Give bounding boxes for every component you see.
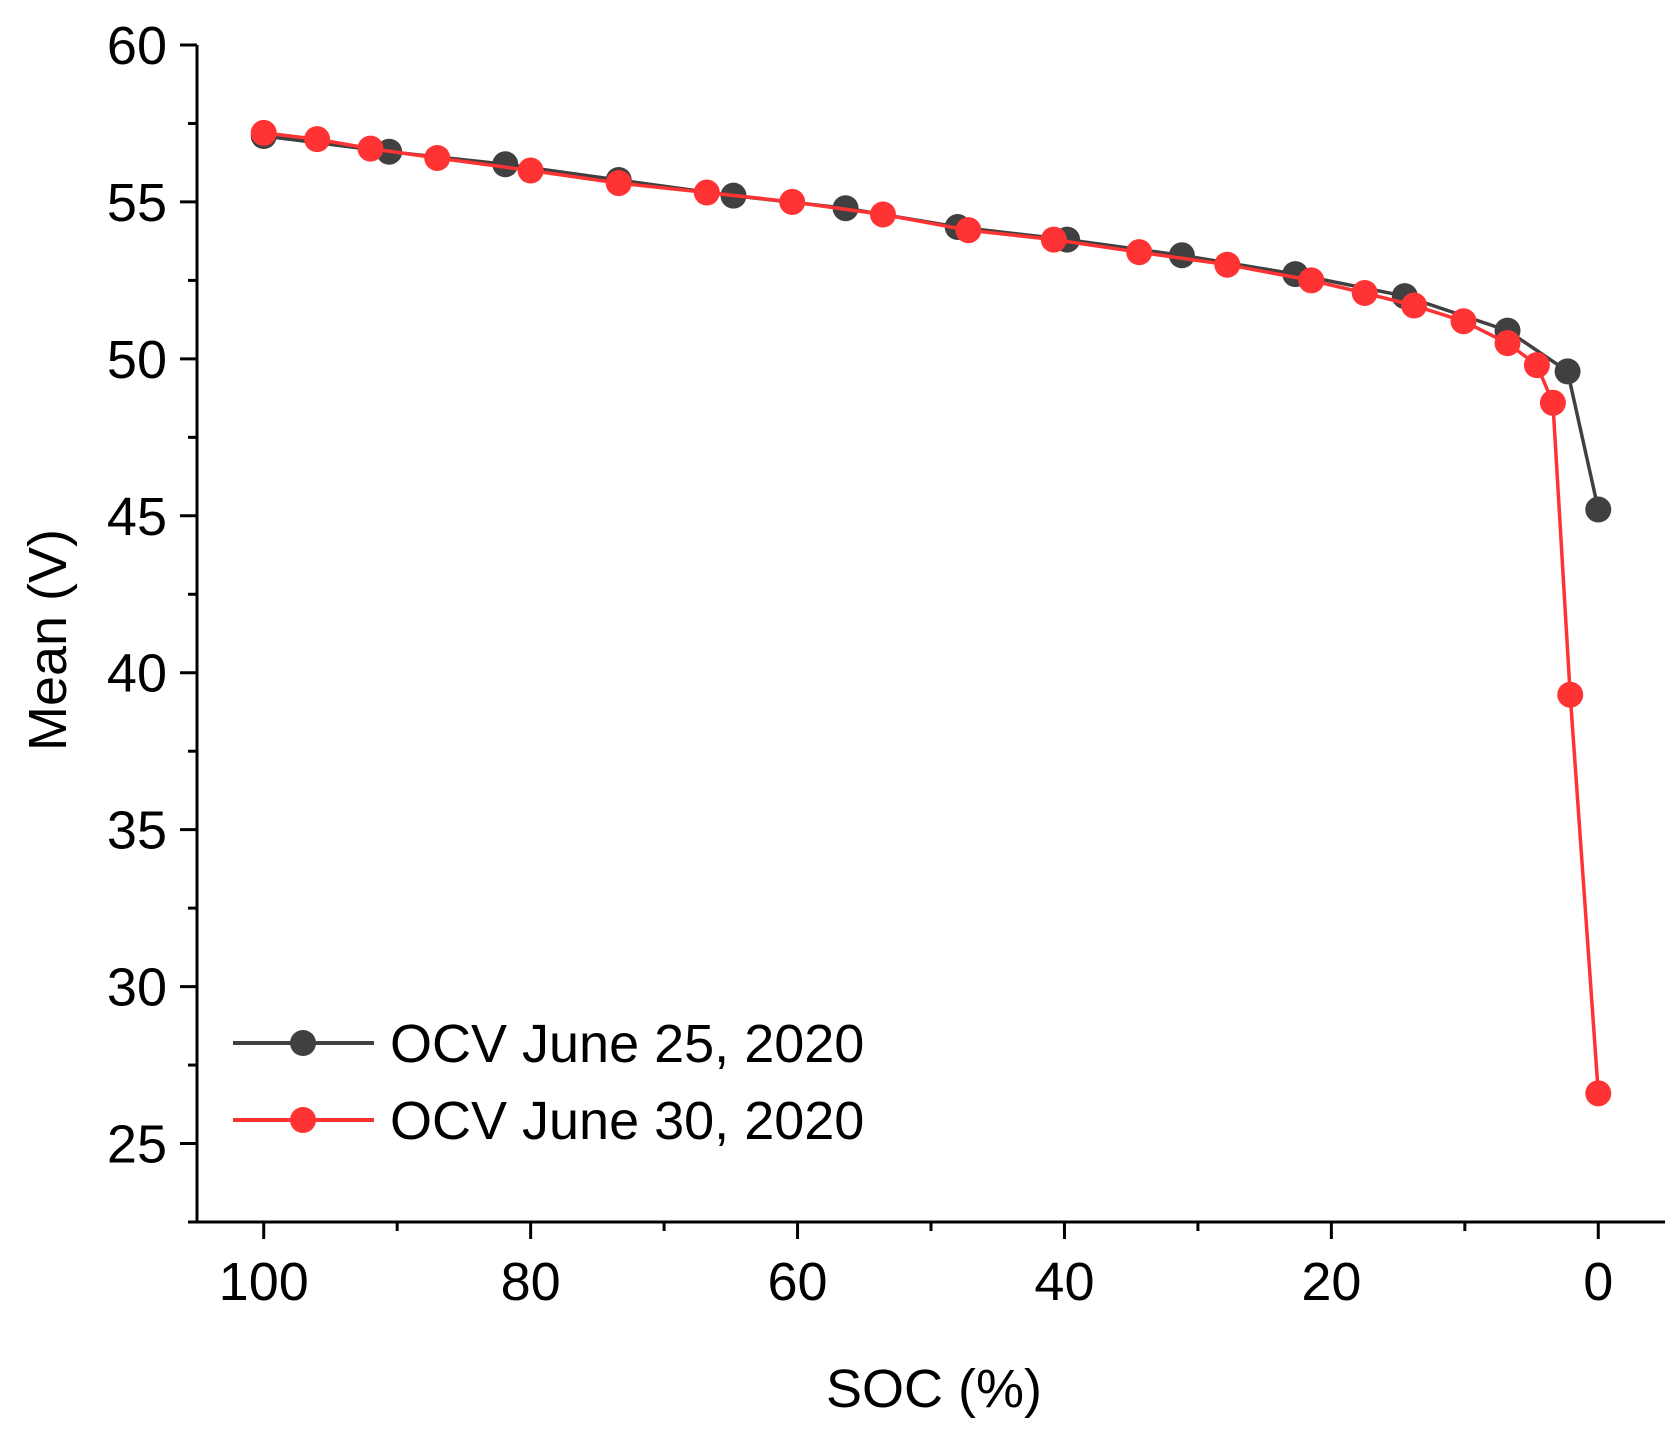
data-point [1585, 1080, 1612, 1107]
data-point [357, 135, 384, 162]
y-tick-label: 45 [107, 487, 167, 547]
legend: OCV June 25, 2020 OCV June 30, 2020 [233, 1014, 864, 1151]
series-layer [250, 119, 1612, 1107]
legend-item-2: OCV June 30, 2020 [233, 1091, 864, 1151]
legend-label: OCV June 30, 2020 [390, 1091, 864, 1151]
y-axis-title: Mean (V) [18, 529, 78, 751]
y-tick-label: 30 [107, 958, 167, 1018]
data-point [1450, 308, 1477, 335]
series-1 [250, 123, 1612, 523]
y-tick-label: 25 [107, 1115, 167, 1175]
data-point [1298, 267, 1325, 294]
data-point [605, 170, 632, 197]
data-point [1585, 496, 1612, 523]
x-tick-label: 20 [1301, 1252, 1361, 1312]
data-point [1539, 389, 1566, 416]
legend-marker [290, 1107, 316, 1133]
data-point [1554, 358, 1581, 385]
legend-label: OCV June 25, 2020 [390, 1014, 864, 1074]
data-point [1494, 330, 1521, 357]
data-point [693, 179, 720, 206]
x-tick-label: 60 [768, 1252, 828, 1312]
y-tick-label: 55 [107, 173, 167, 233]
data-point [1557, 681, 1584, 708]
data-point [955, 217, 982, 244]
y-tick-label: 60 [107, 16, 167, 76]
legend-item-1: OCV June 25, 2020 [233, 1014, 864, 1074]
data-point [1401, 292, 1428, 319]
y-tick-label: 50 [107, 330, 167, 390]
x-tick-label: 100 [219, 1252, 309, 1312]
data-point [1351, 279, 1378, 306]
y-tick-label: 35 [107, 801, 167, 861]
data-point [1214, 251, 1241, 278]
x-tick-label: 0 [1583, 1252, 1613, 1312]
series-line [263, 131, 1601, 1094]
series-2 [250, 119, 1612, 1107]
data-point [492, 151, 519, 178]
data-point [1126, 239, 1153, 266]
x-tick-label: 80 [501, 1252, 561, 1312]
series-line [263, 134, 1601, 510]
data-point [1523, 352, 1550, 379]
data-point [517, 157, 544, 184]
data-point [250, 119, 277, 146]
y-tick-label: 40 [107, 644, 167, 704]
legend-marker [290, 1030, 316, 1056]
data-point [869, 201, 896, 228]
data-point [304, 126, 331, 153]
data-point [1168, 242, 1195, 269]
data-point [424, 144, 451, 171]
data-point [779, 188, 806, 215]
x-axis-title: SOC (%) [826, 1359, 1042, 1419]
x-tick-label: 40 [1034, 1252, 1094, 1312]
axes: 25 30 35 40 45 50 55 60 100 80 60 40 20 0 [107, 16, 1665, 1312]
data-point [1040, 226, 1067, 253]
